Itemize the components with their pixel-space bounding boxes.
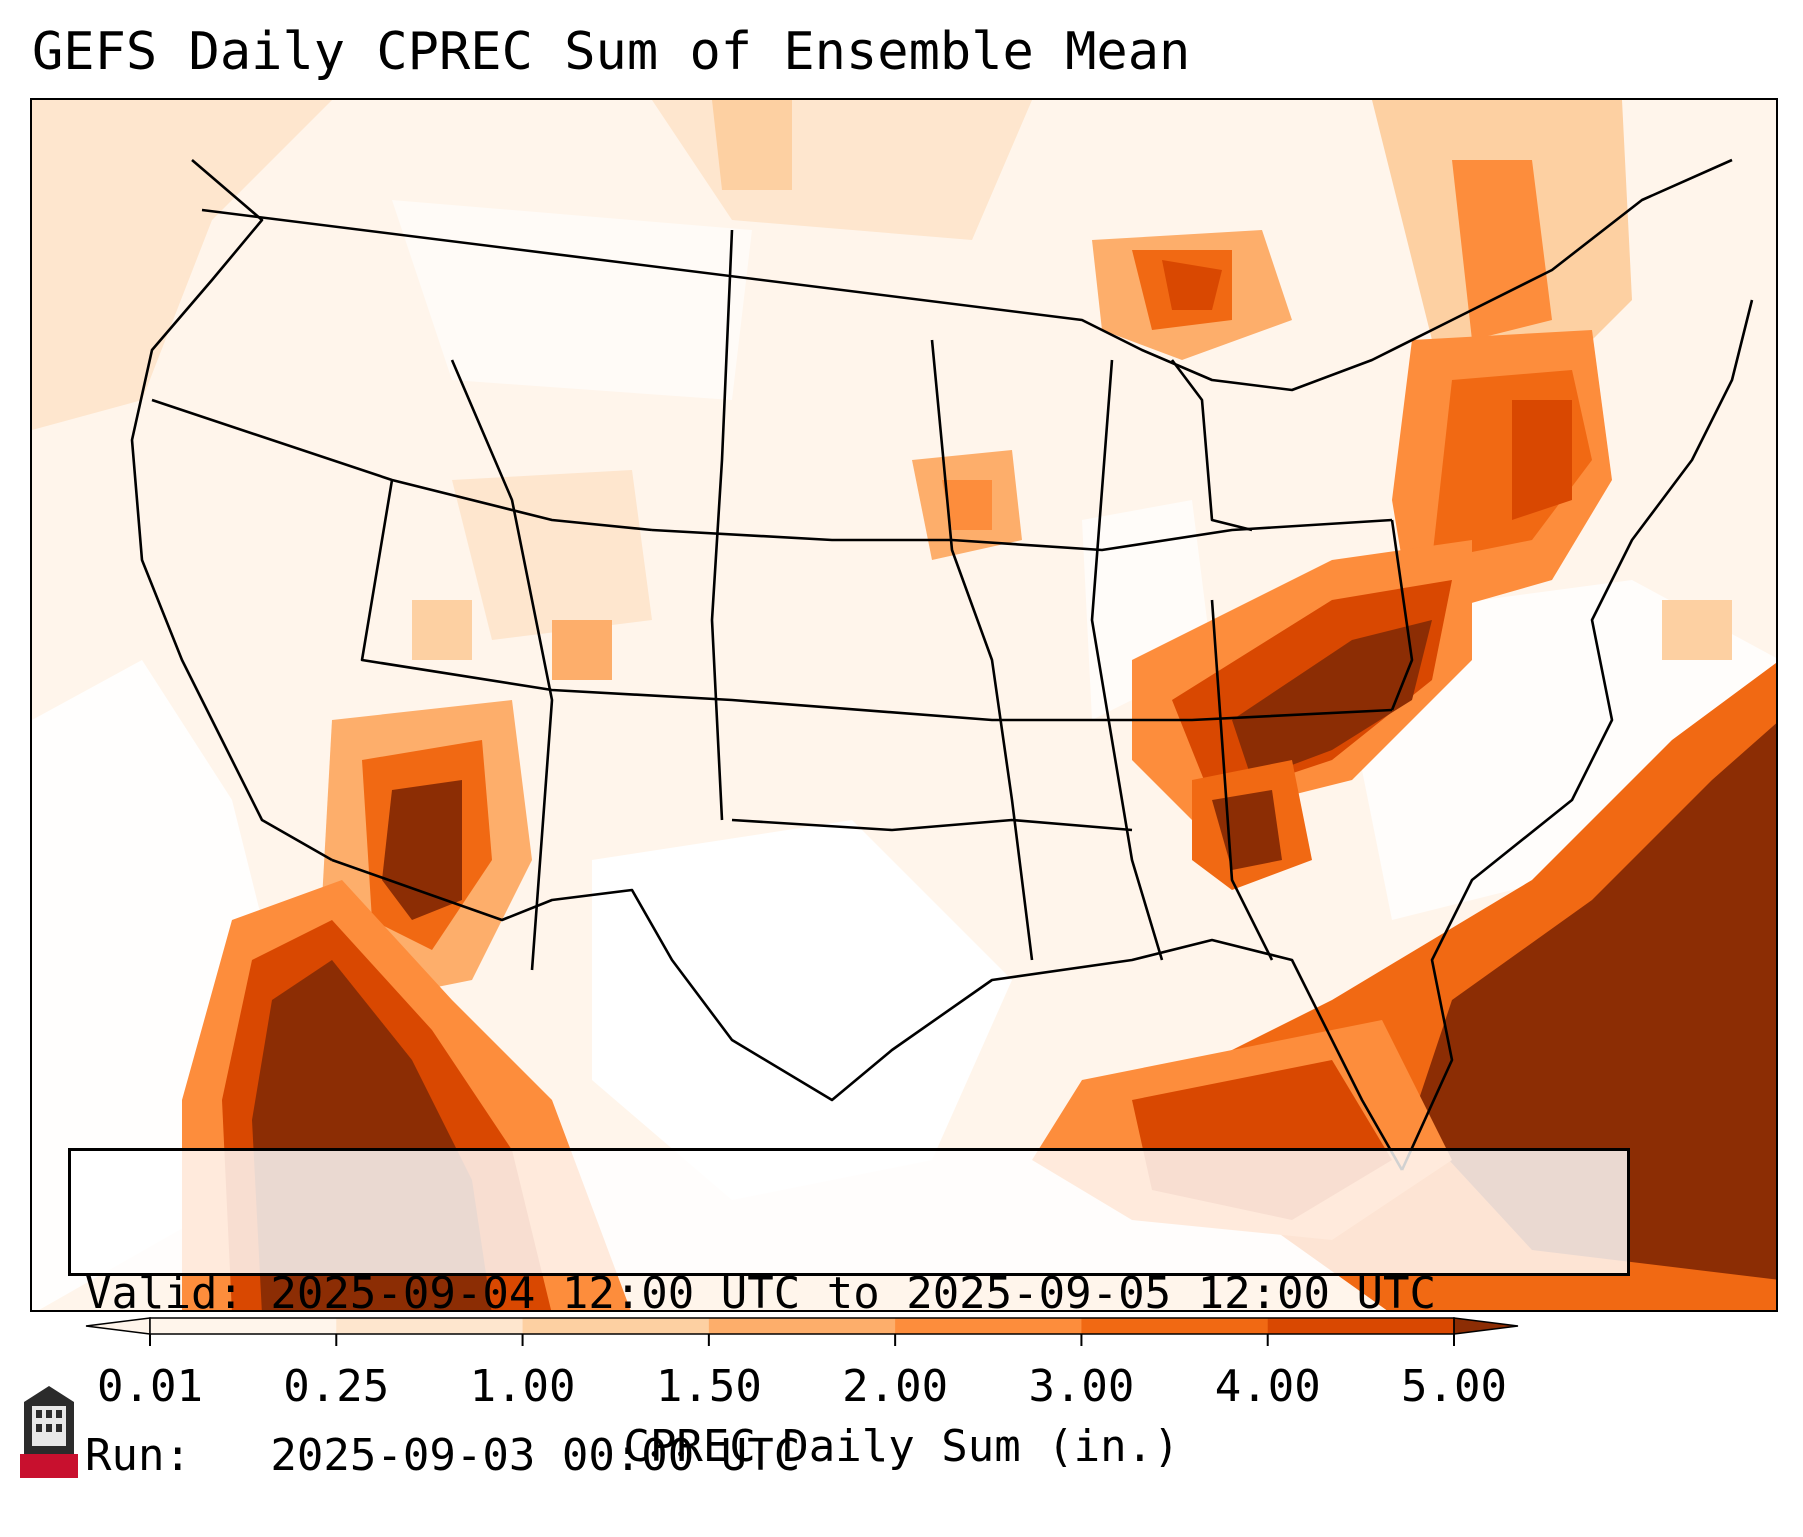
colorbar-tick-label: 0.01 — [97, 1361, 203, 1412]
state-line-4 — [710, 229, 734, 821]
state-line-3 — [651, 518, 1393, 552]
map-panel — [30, 98, 1778, 1312]
colorbar-tick-label: 4.00 — [1214, 1361, 1321, 1412]
state-line-2 — [360, 479, 1393, 722]
colorbar-segment — [1267, 1318, 1455, 1334]
state-line-5 — [450, 359, 554, 971]
canada-border — [201, 158, 1733, 392]
state-line-1 — [151, 398, 653, 532]
colorbar-segment — [522, 1318, 710, 1334]
state-line-8 — [1210, 599, 1274, 961]
boundaries — [130, 158, 1754, 1171]
colorbar-tick-label: 1.50 — [655, 1361, 762, 1412]
valid-time-text: Valid: 2025-09-04 12:00 UTC to 2025-09-0… — [85, 1268, 1437, 1319]
precip-map — [32, 100, 1776, 1310]
colorbar-outline — [149, 1317, 1455, 1335]
atlantic-coastline — [1400, 299, 1754, 1171]
state-line-7 — [1090, 359, 1164, 961]
colorbar-tick-label: 0.25 — [283, 1361, 390, 1412]
run-time-text: Run: 2025-09-03 00:00 UTC — [85, 1430, 801, 1481]
great-lakes — [1170, 359, 1253, 532]
colorbar-segment — [1081, 1318, 1269, 1334]
valid-run-info-box: Valid: 2025-09-04 12:00 UTC to 2025-09-0… — [68, 1148, 1630, 1481]
colorbar-tick-label: 5.00 — [1401, 1361, 1507, 1412]
colorbar-tick-label: 1.00 — [469, 1361, 576, 1412]
colorbar-label: CPREC Daily Sum (in.) — [623, 1421, 1180, 1472]
colorbar-segment — [150, 1318, 337, 1334]
map-title: GEFS Daily CPREC Sum of Ensemble Mean — [32, 22, 1191, 82]
pacific-coastline — [130, 159, 333, 862]
colorbar-extend-min — [85, 1317, 151, 1335]
southern-border-gulf-coast — [331, 858, 1404, 1171]
state-line-10 — [1390, 519, 1414, 711]
state-line-6 — [930, 339, 1034, 961]
colorbar-tick-label: 3.00 — [1028, 1361, 1135, 1412]
colorbar-tick-label: 2.00 — [842, 1361, 949, 1412]
state-line-9 — [731, 818, 1133, 832]
colorbar-extend-max — [1453, 1317, 1519, 1335]
niu-logo — [20, 1386, 78, 1478]
colorbar-segment — [708, 1318, 896, 1334]
colorbar-segment — [336, 1318, 524, 1334]
colorbar-segment — [895, 1318, 1082, 1334]
colorbar — [85, 1317, 1519, 1346]
